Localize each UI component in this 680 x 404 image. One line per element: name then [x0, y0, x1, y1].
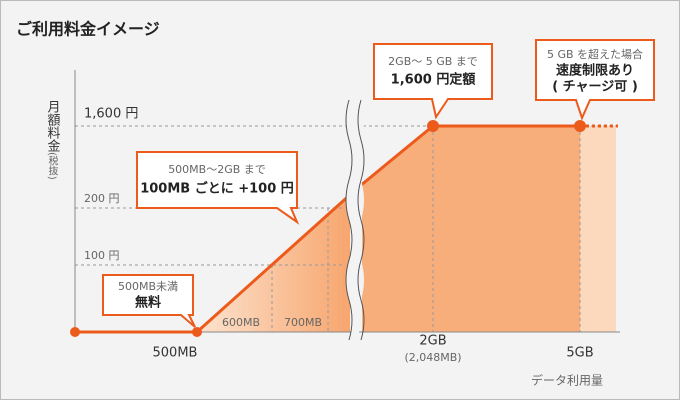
x-tick-label: 2GB: [419, 334, 446, 349]
callout-text: 5 GB を超えた場合: [547, 47, 643, 61]
area: [580, 126, 616, 332]
axis-break: [346, 100, 364, 340]
title: ご利用料金イメージ: [16, 20, 160, 39]
callout-text: 1,600 円定額: [391, 72, 476, 88]
x-tick-label: 5GB: [566, 346, 593, 361]
callout-text: ( チャージ可 ): [552, 80, 638, 95]
callout-text: 無料: [135, 295, 161, 311]
y-tick-label: 1,600 円: [84, 107, 138, 122]
callout-text: 500MB～2GB まで: [168, 163, 266, 176]
y-axis-note: (税抜): [46, 152, 58, 180]
y-tick-label: 200 円: [84, 192, 120, 205]
area: [362, 126, 580, 332]
points: [70, 120, 586, 337]
x-tick-label: 500MB: [153, 346, 198, 361]
callout-text: 500MB未満: [118, 280, 178, 293]
axis-break: [345, 99, 365, 341]
callout-boxes: [102, 39, 655, 328]
x-tick-note: (2,048MB): [404, 351, 461, 364]
callout-text: 2GB～ 5 GB まで: [388, 55, 478, 68]
x-tick-label: 600MB: [222, 316, 260, 329]
x-axis-label: データ利用量: [531, 373, 603, 388]
y-axis-label: 月額料金: [45, 100, 61, 152]
callout-text: 100MB ごとに +100 円: [140, 181, 294, 197]
x-tick-label: 700MB: [284, 316, 322, 329]
y-tick-label: 100 円: [84, 249, 120, 262]
callout-text: 速度制限あり: [556, 63, 634, 79]
